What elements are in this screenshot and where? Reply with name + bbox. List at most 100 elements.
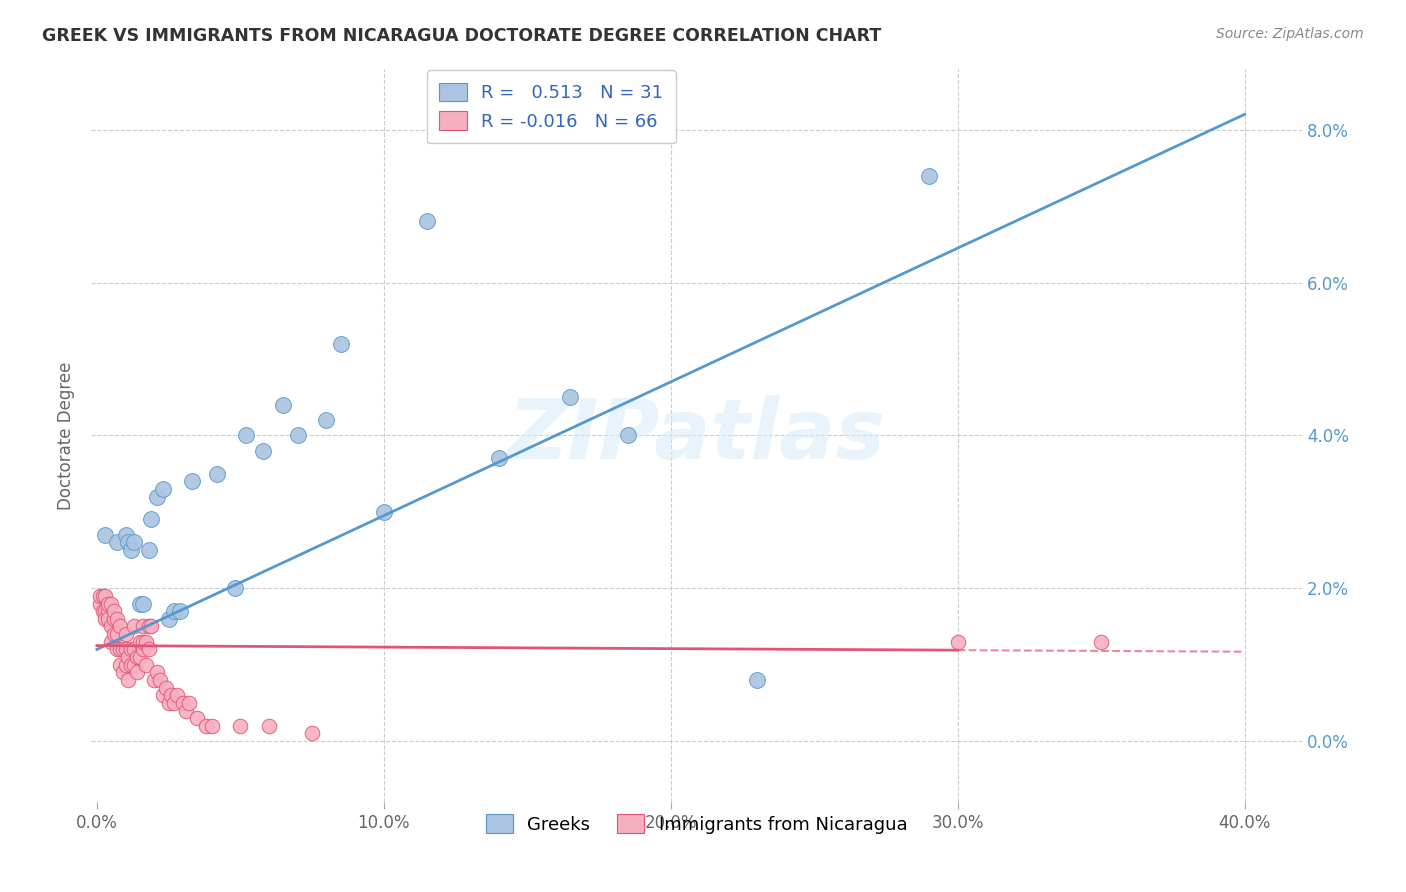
Point	[132, 597, 155, 611]
Point	[122, 535, 145, 549]
Point	[125, 665, 148, 680]
Point	[94, 604, 117, 618]
Point	[166, 688, 188, 702]
Point	[117, 673, 139, 687]
Point	[177, 696, 200, 710]
Point	[138, 619, 160, 633]
Point	[146, 665, 169, 680]
Point	[89, 597, 111, 611]
Point	[108, 619, 131, 633]
Point	[186, 711, 208, 725]
Point	[745, 673, 768, 687]
Point	[252, 443, 274, 458]
Y-axis label: Doctorate Degree: Doctorate Degree	[58, 361, 75, 509]
Point	[108, 657, 131, 672]
Point	[120, 543, 142, 558]
Point	[91, 604, 114, 618]
Point	[163, 696, 186, 710]
Point	[120, 657, 142, 672]
Point	[257, 719, 280, 733]
Legend: Greeks, Immigrants from Nicaragua: Greeks, Immigrants from Nicaragua	[475, 804, 918, 845]
Point	[114, 642, 136, 657]
Point	[111, 642, 134, 657]
Point	[169, 604, 191, 618]
Point	[149, 673, 172, 687]
Point	[132, 634, 155, 648]
Point	[89, 589, 111, 603]
Point	[94, 612, 117, 626]
Point	[105, 612, 128, 626]
Point	[122, 619, 145, 633]
Point	[163, 604, 186, 618]
Point	[111, 665, 134, 680]
Point	[157, 612, 180, 626]
Point	[122, 657, 145, 672]
Point	[100, 597, 122, 611]
Point	[141, 512, 163, 526]
Point	[207, 467, 229, 481]
Point	[616, 428, 638, 442]
Point	[132, 642, 155, 657]
Point	[103, 627, 125, 641]
Point	[229, 719, 252, 733]
Point	[97, 612, 120, 626]
Point	[103, 604, 125, 618]
Point	[114, 657, 136, 672]
Point	[132, 619, 155, 633]
Point	[946, 634, 969, 648]
Point	[301, 726, 323, 740]
Point	[94, 589, 117, 603]
Point	[105, 627, 128, 641]
Point	[1090, 634, 1112, 648]
Point	[143, 673, 166, 687]
Point	[117, 535, 139, 549]
Text: GREEK VS IMMIGRANTS FROM NICARAGUA DOCTORATE DEGREE CORRELATION CHART: GREEK VS IMMIGRANTS FROM NICARAGUA DOCTO…	[42, 27, 882, 45]
Point	[103, 612, 125, 626]
Point	[97, 604, 120, 618]
Text: Source: ZipAtlas.com: Source: ZipAtlas.com	[1216, 27, 1364, 41]
Point	[135, 634, 157, 648]
Point	[235, 428, 257, 442]
Point	[560, 390, 582, 404]
Point	[315, 413, 337, 427]
Point	[329, 336, 352, 351]
Point	[105, 535, 128, 549]
Point	[122, 642, 145, 657]
Point	[155, 681, 177, 695]
Text: ZIPatlas: ZIPatlas	[508, 395, 886, 476]
Point	[152, 482, 174, 496]
Point	[108, 642, 131, 657]
Point	[373, 505, 395, 519]
Point	[146, 490, 169, 504]
Point	[138, 543, 160, 558]
Point	[172, 696, 194, 710]
Point	[135, 657, 157, 672]
Point	[129, 597, 152, 611]
Point	[91, 589, 114, 603]
Point	[120, 642, 142, 657]
Point	[152, 688, 174, 702]
Point	[488, 451, 510, 466]
Point	[157, 696, 180, 710]
Point	[180, 475, 202, 489]
Point	[125, 650, 148, 665]
Point	[100, 619, 122, 633]
Point	[141, 619, 163, 633]
Point	[224, 581, 246, 595]
Point	[117, 650, 139, 665]
Point	[97, 597, 120, 611]
Point	[416, 214, 439, 228]
Point	[273, 398, 295, 412]
Point	[194, 719, 217, 733]
Point	[94, 528, 117, 542]
Point	[114, 627, 136, 641]
Point	[160, 688, 183, 702]
Point	[129, 650, 152, 665]
Point	[174, 704, 197, 718]
Point	[129, 634, 152, 648]
Point	[201, 719, 224, 733]
Point	[287, 428, 309, 442]
Point	[100, 634, 122, 648]
Point	[918, 169, 941, 183]
Point	[114, 528, 136, 542]
